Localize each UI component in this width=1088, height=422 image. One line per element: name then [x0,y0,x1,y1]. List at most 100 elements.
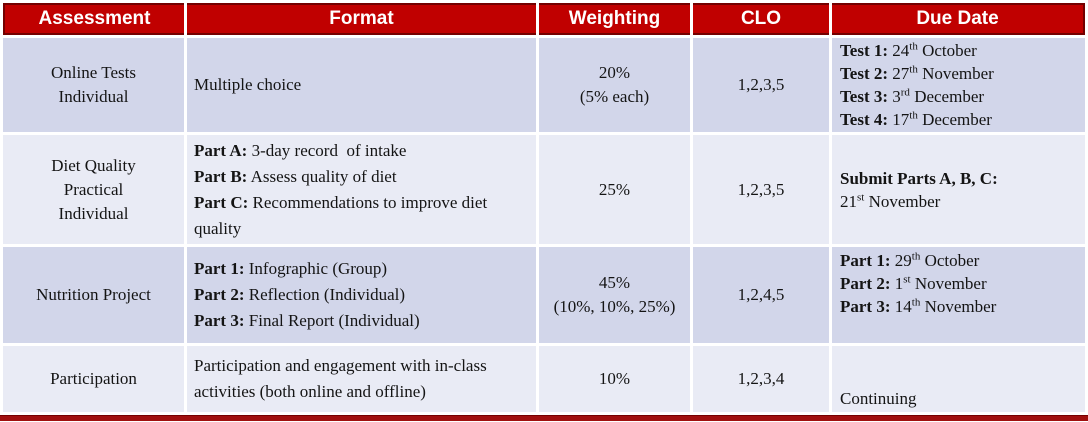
ordinal-suffix: th [909,40,918,53]
bold-label: Part 1: [840,251,891,270]
text-segment: Participation and engagement with in-cla… [194,356,491,401]
text-segment: October [917,41,977,60]
text-segment: 27 [888,64,910,83]
assessment-line: Individual [58,203,129,223]
table-row: Diet Quality Practical Individual Part A: 3… [3,135,1085,244]
text-segment: 29 [890,251,912,270]
weighting-line: 20% [598,63,631,82]
table-header: Assessment Format Weighting CLO Due Date [3,3,1085,35]
weighting-line: 25% [598,179,631,199]
cell-assessment: Diet Quality Practical Individual [3,135,184,244]
bold-label: Part C: [194,192,249,212]
ordinal-suffix: st [857,190,865,203]
text-line: Part 1: Infographic (Group) [194,256,530,282]
assessment-line: Diet Quality [51,155,136,175]
weighting-line: 10% [598,369,631,388]
cell-assessment: Online Tests Individual [3,38,184,132]
column-header-format: Format [187,3,536,35]
text-line: Part 2: Reflection (Individual) [194,282,530,308]
cell-clo: 1,2,3,5 [693,38,829,132]
ordinal-suffix: th [911,296,921,309]
text-line: 21st November [840,190,1083,213]
text-line: Part 1: 29th October [840,249,1083,272]
bold-label: Part 3: [194,311,245,330]
table-body: Online Tests Individual Multiple choice 20%… [3,38,1085,412]
bold-label: Test 2: [840,64,889,83]
text-line: Part A: 3-day record of intake [194,138,530,164]
ordinal-suffix: th [911,250,921,263]
cell-format: Part A: 3-day record of intake Part B: As… [187,135,536,244]
cell-due-date: Part 1: 29th October Part 2: 1st November… [832,247,1085,343]
text-segment: November [910,274,987,293]
column-header-weighting: Weighting [539,3,690,35]
text-line: Part 3: 14th November [840,295,1083,318]
cell-clo: 1,2,3,5 [693,135,829,244]
assessment-line: Participation [50,369,137,388]
text-line: Part 2: 1st November [840,272,1083,295]
ordinal-suffix: th [909,63,918,76]
bold-label: Part 2: [194,285,245,304]
assessment-line: Nutrition Project [36,285,151,304]
table-bottom-edge [0,415,1088,421]
cell-due-date: Test 1: 24th October Test 2: 27th Novembe… [832,38,1085,132]
weighting-line: 45% [598,273,631,292]
cell-due-date: Submit Parts A, B, C: 21st November [832,135,1085,244]
ordinal-suffix: th [909,109,918,122]
cell-clo: 1,2,3,4 [693,346,829,412]
text-segment: Final Report (Individual) [244,311,420,330]
column-header-assessment: Assessment [3,3,184,35]
table-row: Online Tests Individual Multiple choice 20%… [3,38,1085,132]
text-segment: October [920,251,980,270]
text-segment: Continuing [840,389,917,408]
bold-label: Part 3: [840,297,891,316]
bold-label: Part B: [194,166,248,186]
text-segment: November [864,191,941,211]
text-segment: December [917,110,992,129]
text-line: Submit Parts A, B, C: [840,167,1083,190]
text-line: Test 1: 24th October [840,39,1083,62]
text-line: Participation and engagement with in-cla… [194,353,530,405]
assessment-line: Individual [58,87,129,106]
text-line: Test 4: 17th December [840,108,1083,131]
assessment-line: Practical [63,179,124,199]
text-segment: 1 [890,274,904,293]
text-segment: Reflection (Individual) [244,285,406,304]
text-segment: December [909,87,985,106]
cell-clo: 1,2,4,5 [693,247,829,343]
column-header-clo: CLO [693,3,829,35]
table-row: Participation Participation and engagemen… [3,346,1085,412]
text-segment: November [920,297,997,316]
column-header-due-date: Due Date [832,3,1085,35]
text-segment: 17 [888,110,910,129]
cell-weighting: 45% (10%, 10%, 25%) [539,247,690,343]
text-segment: 3 [888,87,901,106]
cell-format: Multiple choice [187,38,536,132]
text-line: Test 3: 3rd December [840,85,1083,108]
cell-weighting: 25% [539,135,690,244]
ordinal-suffix: st [903,273,911,286]
weighting-line: (5% each) [579,87,650,106]
bold-label: Test 1: [840,41,889,60]
text-segment: 24 [888,41,910,60]
text-segment: Assess quality of diet [247,166,397,186]
text-segment: November [917,64,994,83]
text-segment: 21 [840,191,857,211]
bold-label: Test 4: [840,110,889,129]
assessment-line: Online Tests [51,63,136,82]
bold-label: Part 2: [840,274,891,293]
bold-label: Part 1: [194,259,245,278]
bold-label: Submit Parts A, B, C: [840,168,998,188]
cell-assessment: Nutrition Project [3,247,184,343]
cell-assessment: Participation [3,346,184,412]
text-segment: Multiple choice [194,75,302,94]
ordinal-suffix: rd [900,86,910,99]
bold-label: Part A: [194,140,248,160]
text-line: Part C: Recommendations to improve diet … [194,190,530,242]
cell-due-date: Continuing [832,346,1085,412]
header-row: Assessment Format Weighting CLO Due Date [3,3,1085,35]
cell-format: Participation and engagement with in-cla… [187,346,536,412]
cell-weighting: 20% (5% each) [539,38,690,132]
bold-label: Test 3: [840,87,889,106]
text-segment: Recommendations to improve diet quality [194,192,492,238]
text-line: Part 3: Final Report (Individual) [194,308,530,334]
